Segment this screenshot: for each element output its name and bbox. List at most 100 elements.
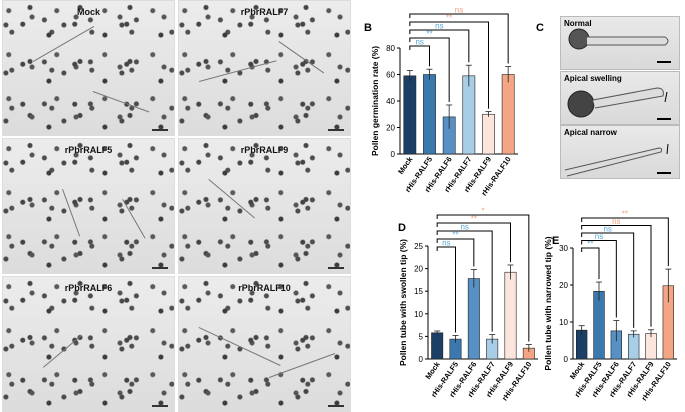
bar [593, 290, 605, 360]
scale-bar [328, 405, 344, 407]
significance-bracket [581, 225, 652, 327]
bar [482, 113, 495, 155]
significance-bracket [409, 45, 430, 67]
y-tick-label: 40 [386, 97, 395, 106]
panel-letter-b: B [364, 22, 372, 34]
significance-label: ns [603, 225, 611, 234]
pollen-tube [208, 179, 255, 219]
pollen-tube-drawing [564, 143, 671, 177]
morphology-image-apical-narrow: Apical narrow [560, 125, 680, 179]
pollen-tube [33, 26, 95, 62]
chart-narrowed-tip: 0 10 20 30 Pollen tube with narrowed tip (%)… [545, 210, 677, 402]
panel-letter-e: E [552, 235, 560, 247]
micrograph-mock: Mock [2, 0, 175, 136]
bar [423, 74, 436, 155]
significance-label: * [481, 207, 484, 216]
pollen-tube [43, 334, 82, 368]
significance-label: ns [460, 223, 468, 232]
y-tick-label: 5 [419, 332, 424, 341]
scale-bar [328, 129, 344, 131]
significance-bracket [409, 37, 450, 102]
significance-bracket [436, 238, 475, 267]
significance-label: ** [622, 210, 628, 219]
significance-label: ** [471, 215, 477, 224]
y-axis-label: Pollen germination rate (%) [370, 46, 380, 156]
scale-bar [328, 267, 344, 269]
pollen-tube [199, 60, 277, 82]
significance-label: ** [587, 240, 593, 249]
pollen-tube [278, 41, 325, 74]
y-tick-label: 0 [391, 150, 396, 159]
significance-label: ns [435, 22, 443, 31]
micrograph-rpbrralf7: rPbrRALF7 [178, 0, 351, 136]
significance-label: ** [446, 14, 452, 23]
bar [645, 333, 657, 360]
y-tick-label: 25 [414, 242, 423, 251]
y-tick-label: 80 [386, 44, 395, 53]
y-tick-label: 15 [414, 287, 423, 296]
bar [403, 75, 417, 155]
significance-label: ns [415, 38, 423, 47]
morphology-label: Apical narrow [564, 128, 617, 137]
micrograph-rpbrralf9: rPbrRALF9 [178, 138, 351, 274]
bar [467, 278, 480, 360]
significance-bracket [581, 247, 600, 280]
scale-bar [152, 405, 168, 407]
micrograph-rpbrralf10: rPbrRALF10 [178, 276, 351, 412]
y-tick-label: 0 [419, 355, 424, 364]
y-axis-label: Pollen tube with narrowed tip (%) [545, 236, 553, 370]
arrow-icon [664, 91, 668, 103]
y-tick-label: 30 [559, 244, 568, 253]
pollen-tube [92, 91, 150, 113]
panel-letter-d: D [398, 222, 406, 234]
micrograph-label: rPbrRALF7 [240, 7, 289, 17]
significance-bracket [581, 232, 635, 328]
arrow-icon [666, 143, 669, 155]
pollen-tube-drawing [567, 87, 671, 120]
micrograph-label: rPbrRALF9 [240, 145, 289, 155]
y-tick-label: 0 [564, 355, 569, 364]
bar [462, 75, 476, 155]
pollen-tube-drawing [568, 28, 671, 63]
morphology-label: Normal [564, 19, 592, 28]
significance-bracket [409, 29, 470, 63]
significance-label: ns [612, 217, 620, 226]
significance-bracket [581, 240, 617, 318]
micrograph-rpbrralf5: rPbrRALF5 [2, 138, 175, 274]
significance-label: ** [452, 231, 458, 240]
significance-bracket [436, 230, 493, 332]
y-tick-label: 10 [414, 310, 423, 319]
micrograph-label: rPbrRALF6 [64, 283, 113, 293]
bar [431, 332, 444, 360]
morphology-image-normal: Normal [560, 16, 680, 70]
significance-label: ns [595, 232, 603, 241]
chart-germination-rate: 0 20 40 60 80 Pollen germination rate (%) Mock… [370, 6, 518, 197]
pollen-tube [198, 327, 281, 366]
micrograph-label: rPbrRALF5 [64, 145, 113, 155]
significance-bracket [436, 246, 456, 333]
micrograph-rpbrralf6: rPbrRALF6 [2, 276, 175, 412]
micrograph-label: rPbrRALF10 [238, 283, 291, 293]
significance-bracket [436, 222, 511, 262]
significance-bracket [409, 21, 489, 109]
significance-label: ns [442, 239, 450, 248]
y-axis-label: Pollen tube with swollen tip (%) [398, 239, 408, 366]
morphology-image-apical-swelling: Apical swelling [560, 71, 680, 125]
micrograph-label: Mock [76, 7, 100, 17]
chart-swollen-tip: 0 5 10 15 20 25 Pollen tube with swollen tip (… [398, 207, 538, 402]
scale-bar [152, 267, 168, 269]
panel-letter-c: C [536, 22, 544, 34]
y-tick-label: 20 [559, 281, 568, 290]
bar [627, 333, 640, 360]
x-tick-label: Mock [396, 154, 415, 176]
significance-bracket [581, 217, 669, 267]
bar [501, 74, 515, 155]
significance-bracket [436, 214, 530, 342]
significance-bracket [409, 13, 509, 64]
y-tick-label: 10 [559, 318, 568, 327]
y-tick-label: 60 [386, 71, 395, 80]
bar [504, 271, 517, 360]
morphology-label: Apical swelling [564, 74, 622, 83]
significance-label: ns [455, 6, 463, 15]
pollen-tube [122, 199, 146, 239]
